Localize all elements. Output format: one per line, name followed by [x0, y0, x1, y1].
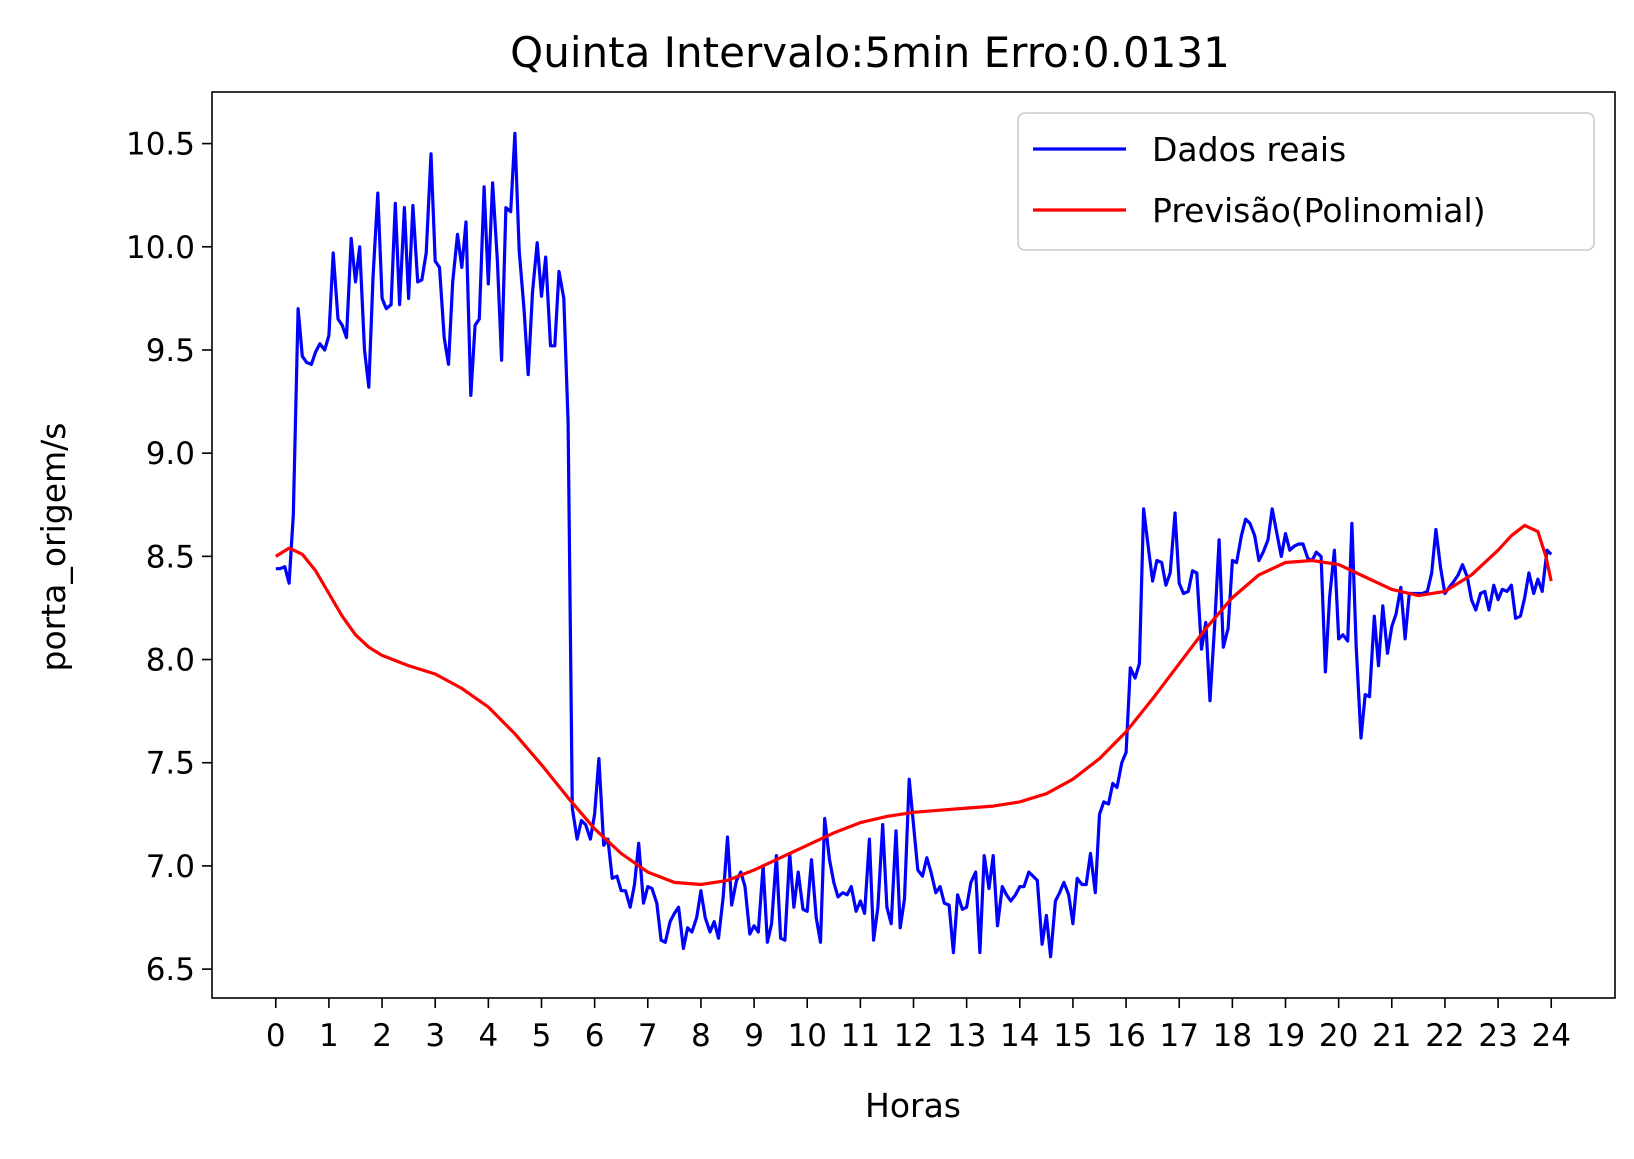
chart-title: Quinta Intervalo:5min Erro:0.0131: [510, 28, 1230, 77]
y-tick-label: 7.0: [146, 849, 195, 885]
x-axis-label: Horas: [865, 1086, 961, 1125]
x-tick-label: 4: [478, 1018, 498, 1054]
x-tick-label: 23: [1478, 1018, 1517, 1054]
y-tick-label: 8.5: [146, 539, 195, 575]
x-tick-label: 8: [691, 1018, 711, 1054]
x-tick-label: 24: [1532, 1018, 1571, 1054]
x-tick-label: 21: [1372, 1018, 1411, 1054]
x-tick-label: 0: [266, 1018, 286, 1054]
legend-label-previsao: Previsão(Polinomial): [1152, 191, 1486, 230]
y-tick-label: 10.5: [126, 127, 195, 163]
x-tick-label: 11: [841, 1018, 880, 1054]
x-tick-label: 1: [319, 1018, 339, 1054]
x-tick-label: 20: [1319, 1018, 1358, 1054]
legend-box: [1017, 112, 1595, 251]
y-tick-label: 10.0: [126, 230, 195, 266]
x-tick-label: 3: [425, 1018, 445, 1054]
x-tick-label: 22: [1425, 1018, 1464, 1054]
y-tick-label: 9.0: [146, 436, 195, 472]
x-tick-label: 7: [638, 1018, 658, 1054]
x-tick-label: 18: [1213, 1018, 1252, 1054]
x-tick-label: 13: [947, 1018, 986, 1054]
x-tick-label: 16: [1106, 1018, 1145, 1054]
y-tick-label: 6.5: [146, 952, 195, 988]
y-tick-label: 8.0: [146, 643, 195, 679]
x-tick-label: 5: [532, 1018, 552, 1054]
x-tick-label: 12: [894, 1018, 933, 1054]
x-tick-label: 19: [1266, 1018, 1305, 1054]
y-tick-label: 7.5: [146, 746, 195, 782]
y-tick-label: 9.5: [146, 333, 195, 369]
legend: Dados reais Previsão(Polinomial): [1017, 112, 1595, 251]
legend-label-dados-reais: Dados reais: [1152, 130, 1346, 169]
x-tick-label: 6: [585, 1018, 605, 1054]
x-tick-label: 10: [787, 1018, 826, 1054]
series-layer: [274, 131, 1553, 959]
x-tick-label: 14: [1000, 1018, 1039, 1054]
series-line-previsao-polinomial: [274, 523, 1553, 887]
series-line-dados-reais: [275, 131, 1553, 959]
y-axis: 6.5 7.0 7.5 8.0 8.5 9.0 9.5 10.0 10.5: [126, 127, 212, 988]
x-tick-label: 9: [744, 1018, 764, 1054]
x-axis: 0 1 2 3 4 5 6 7 8 9 10 11 12 13 14 15 16 17 18 19 20 21 22 23 24: [266, 998, 1571, 1054]
y-axis-label: porta_origem/s: [34, 423, 73, 672]
x-tick-label: 17: [1159, 1018, 1198, 1054]
x-tick-label: 2: [372, 1018, 392, 1054]
x-tick-label: 15: [1053, 1018, 1092, 1054]
